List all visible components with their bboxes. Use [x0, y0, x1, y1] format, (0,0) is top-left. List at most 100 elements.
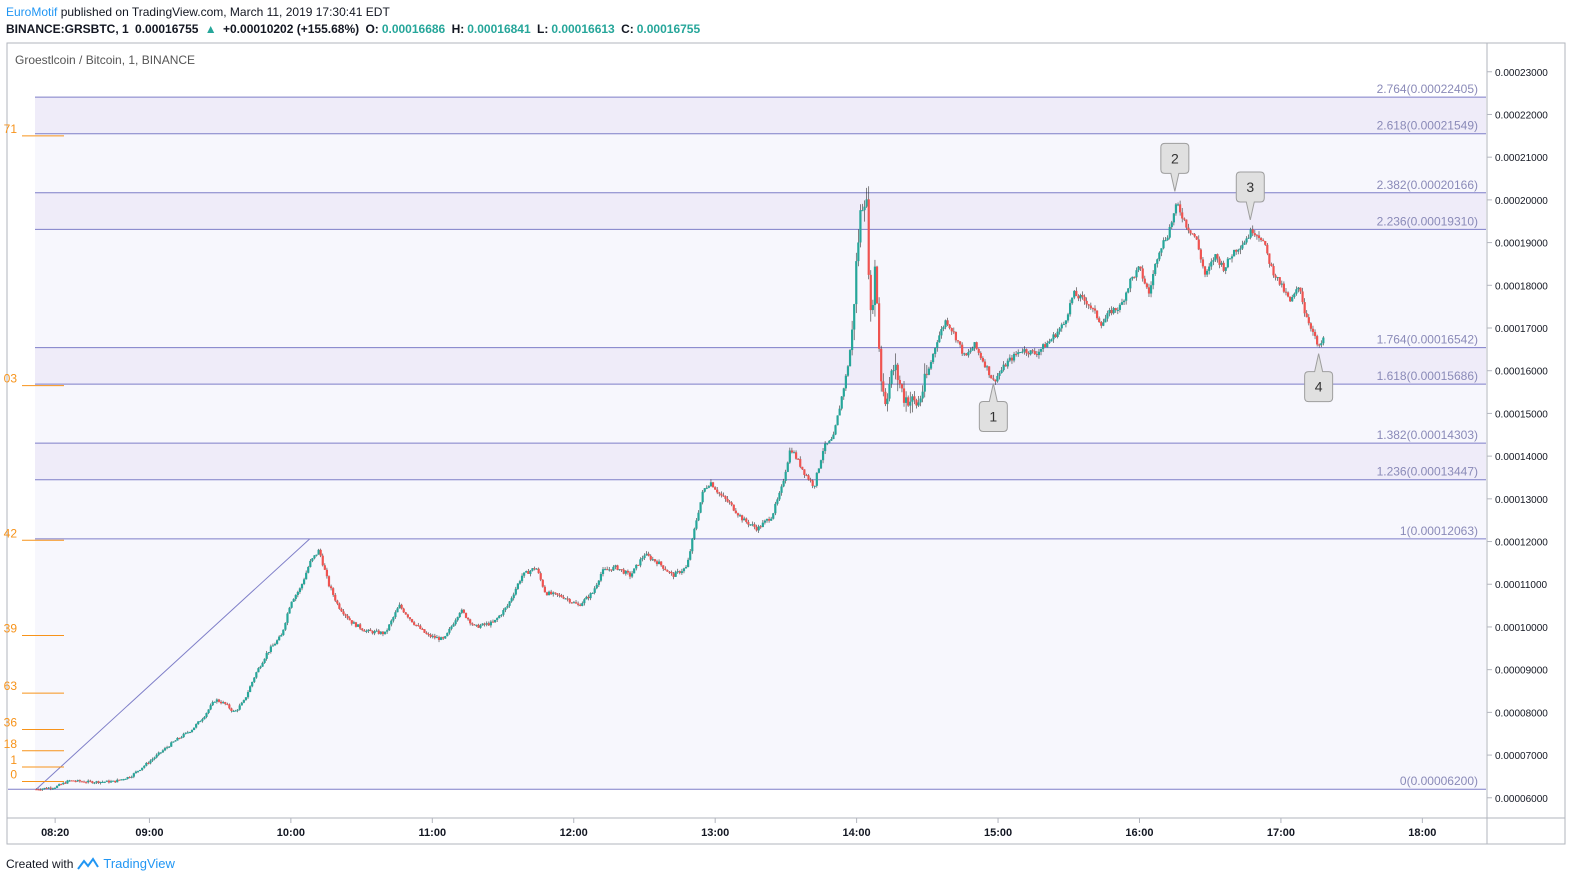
candle-body [1021, 351, 1024, 353]
candle-body [1220, 262, 1223, 265]
y-tick-label: 0.00008000 [1495, 708, 1548, 719]
candle-body [718, 492, 721, 494]
callout-4[interactable] [1304, 353, 1334, 403]
candle-body [1318, 344, 1321, 346]
candle-body [273, 643, 277, 646]
candle-body [263, 658, 266, 663]
candle-body [309, 560, 312, 567]
candle-body [668, 571, 671, 573]
candle-body [747, 521, 750, 525]
candle-body [477, 624, 480, 628]
candle-body [192, 727, 196, 731]
candle-body [439, 637, 443, 640]
candle-body [294, 595, 297, 600]
candle-body [689, 551, 692, 560]
candle-body [809, 479, 812, 481]
candle-body [1125, 292, 1128, 301]
candle-body [1237, 249, 1240, 252]
candle-body [228, 704, 231, 709]
tradingview-brand[interactable]: TradingView [103, 856, 175, 871]
candle-body [315, 554, 318, 556]
candle-body [1048, 341, 1051, 343]
candle-body [1286, 292, 1290, 297]
fib-level-label: 1(0.00012063) [1400, 524, 1478, 538]
chart-frame [6, 42, 1566, 845]
y-tick-label: 0.00010000 [1495, 623, 1548, 634]
last-price: 0.00016755 [135, 22, 199, 36]
candle-body [1012, 353, 1016, 361]
candle-body [896, 364, 899, 380]
candle-body [302, 579, 306, 585]
candle-body [1253, 233, 1256, 236]
candle-body [946, 320, 949, 325]
candle-body [581, 603, 584, 606]
candle-body [635, 564, 638, 569]
callout-3[interactable] [1235, 171, 1265, 221]
y-tick-label: 0.00023000 [1495, 68, 1548, 79]
x-tick-label: 14:00 [843, 827, 871, 839]
candle-body [207, 709, 210, 713]
candle-body [141, 767, 144, 770]
candle-body [1135, 270, 1138, 278]
candle-body [47, 787, 50, 789]
price-change: +0.00010202 (+155.68%) [223, 22, 360, 36]
candle-body [72, 780, 75, 782]
candle-body [568, 599, 571, 603]
candle-body [1235, 249, 1238, 252]
candle-body [821, 451, 825, 461]
fib-trend-line[interactable] [35, 538, 311, 790]
candle-body [437, 637, 441, 640]
candle-body [85, 782, 88, 784]
candle-body [697, 512, 700, 521]
candle-body [37, 789, 40, 791]
candle-body [705, 487, 708, 489]
candle-body [537, 568, 540, 574]
candle-body [1247, 237, 1250, 239]
candle-body [1168, 227, 1171, 238]
candle-body [1071, 297, 1074, 304]
candle-body [244, 697, 248, 701]
candle-body [927, 368, 931, 375]
candle-body [51, 788, 54, 790]
candle-body [479, 625, 482, 628]
candle-body [126, 777, 129, 779]
candle-body [830, 439, 833, 441]
candle-body [1093, 308, 1097, 311]
candle-body [660, 561, 663, 566]
candle-body [1239, 248, 1242, 250]
candle-body [888, 383, 891, 399]
candle-body [1322, 337, 1325, 344]
candle-body [1149, 285, 1153, 294]
candle-body [1212, 260, 1215, 262]
candle-body [641, 558, 644, 560]
candle-body [128, 777, 131, 779]
candle-body [1050, 339, 1053, 342]
candle-body [209, 705, 212, 710]
candle-body [807, 475, 810, 480]
candle-body [637, 564, 640, 566]
candle-body [639, 559, 642, 566]
callout-1[interactable] [978, 383, 1008, 433]
author-link[interactable]: EuroMotif [6, 5, 58, 19]
candle-body [1133, 276, 1136, 278]
candle-body [1075, 290, 1078, 297]
candle-body [165, 747, 169, 749]
candle-body [792, 452, 796, 454]
candle-body [915, 400, 918, 406]
candle-body [1203, 266, 1207, 275]
candle-body [1143, 278, 1146, 284]
candle-body [107, 780, 111, 783]
candle-body [1316, 336, 1319, 345]
candle-body [651, 559, 654, 561]
candle-body [610, 569, 613, 571]
callout-2[interactable] [1160, 142, 1190, 192]
candle-body [803, 469, 806, 475]
candle-body [323, 565, 326, 570]
candle-body [655, 561, 659, 565]
candle-body [43, 787, 46, 789]
candle-body [1068, 303, 1072, 315]
candle-body [1257, 235, 1261, 239]
candle-body [78, 780, 81, 782]
symbol-ohlc-line: BINANCE:GRSBTC, 1 0.00016755 ▲ +0.000102… [6, 22, 703, 36]
